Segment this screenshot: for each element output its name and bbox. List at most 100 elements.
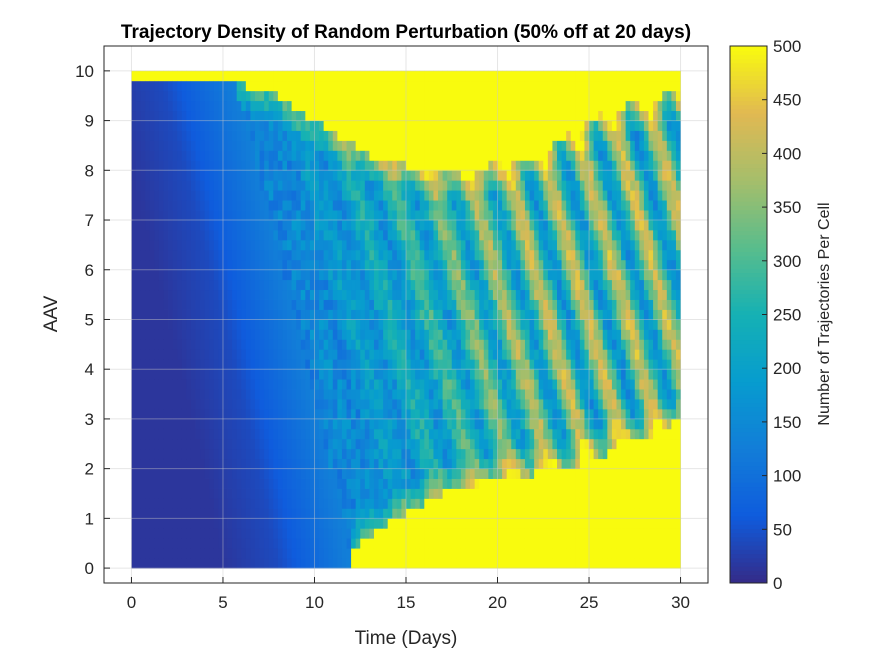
heatmap-cell [465, 399, 471, 410]
heatmap-cell [364, 249, 370, 261]
heatmap-cell [204, 359, 210, 370]
heatmap-cell [264, 220, 270, 231]
heatmap-cell [392, 180, 398, 191]
heatmap-cell [323, 349, 329, 360]
heatmap-cell [483, 399, 489, 410]
heatmap-cell [479, 80, 485, 92]
heatmap-cell [456, 80, 462, 92]
heatmap-cell [158, 428, 164, 440]
heatmap-cell [579, 200, 585, 211]
heatmap-cell [154, 399, 160, 410]
heatmap-cell [314, 369, 320, 380]
heatmap-cell [300, 130, 306, 141]
heatmap-cell [149, 548, 155, 559]
heatmap-cell [309, 110, 315, 121]
heatmap-cell [168, 339, 174, 350]
heatmap-cell [383, 200, 389, 211]
heatmap-cell [314, 140, 320, 151]
heatmap-cell [392, 538, 398, 549]
heatmap-cell [209, 160, 215, 171]
heatmap-cell [309, 359, 315, 370]
heatmap-cell [474, 369, 480, 380]
heatmap-cell [305, 359, 311, 370]
heatmap-cell [232, 90, 238, 102]
heatmap-cell [396, 150, 402, 161]
heatmap-cell [332, 498, 338, 509]
heatmap-cell [341, 80, 347, 92]
heatmap-cell [506, 210, 512, 221]
heatmap-cell [497, 538, 503, 549]
heatmap-cell [396, 379, 402, 390]
heatmap-cell [186, 150, 192, 161]
heatmap-cell [460, 100, 466, 112]
heatmap-cell [515, 329, 521, 340]
heatmap-cell [497, 140, 503, 151]
heatmap-cell [584, 299, 590, 310]
heatmap-cell [222, 339, 228, 350]
heatmap-cell [442, 150, 448, 161]
heatmap-cell [323, 259, 329, 271]
heatmap-cell [474, 299, 480, 310]
heatmap-cell [351, 478, 357, 489]
heatmap-cell [341, 70, 347, 82]
heatmap-cell [360, 140, 366, 151]
heatmap-cell [291, 498, 297, 509]
heatmap-cell [538, 478, 544, 489]
heatmap-cell [204, 170, 210, 181]
heatmap-cell [419, 349, 425, 360]
heatmap-cell [479, 220, 485, 231]
heatmap-cell [158, 90, 164, 102]
heatmap-cell [415, 150, 421, 161]
heatmap-cell [273, 170, 279, 181]
heatmap-cell [291, 349, 297, 360]
heatmap-cell [305, 120, 311, 131]
heatmap-cell [250, 379, 256, 390]
heatmap-cell [547, 399, 553, 410]
heatmap-cell [520, 359, 526, 370]
heatmap-cell [131, 448, 137, 460]
heatmap-cell [168, 229, 174, 241]
heatmap-cell [524, 428, 530, 440]
heatmap-cell [181, 329, 187, 340]
heatmap-cell [323, 70, 329, 82]
heatmap-cell [287, 70, 293, 82]
heatmap-cell [282, 289, 288, 300]
heatmap-cell [195, 70, 201, 82]
heatmap-cell [474, 548, 480, 559]
heatmap-cell [474, 428, 480, 440]
heatmap-cell [584, 538, 590, 549]
heatmap-cell [163, 180, 169, 191]
heatmap-cell [241, 418, 247, 430]
heatmap-cell [264, 408, 270, 420]
heatmap-cell [502, 329, 508, 340]
heatmap-cell [561, 190, 567, 201]
heatmap-cell [470, 458, 476, 470]
heatmap-cell [529, 518, 535, 529]
heatmap-cell [428, 200, 434, 211]
heatmap-cell [195, 259, 201, 271]
heatmap-cell [200, 100, 206, 112]
heatmap-cell [483, 210, 489, 221]
heatmap-cell [305, 408, 311, 420]
heatmap-cell [529, 90, 535, 102]
heatmap-cell [309, 190, 315, 201]
heatmap-cell [145, 528, 151, 539]
heatmap-cell [337, 319, 343, 330]
heatmap-cell [204, 508, 210, 519]
heatmap-cell [579, 90, 585, 102]
heatmap-cell [570, 200, 576, 211]
heatmap-cell [332, 359, 338, 370]
heatmap-cell [213, 498, 219, 509]
heatmap-cell [268, 249, 274, 261]
heatmap-cell [236, 170, 242, 181]
heatmap-cell [488, 249, 494, 261]
heatmap-cell [309, 528, 315, 539]
heatmap-cell [428, 528, 434, 539]
heatmap-cell [460, 518, 466, 529]
heatmap-cell [186, 170, 192, 181]
heatmap-cell [204, 140, 210, 151]
heatmap-cell [557, 518, 562, 529]
heatmap-cell [158, 120, 164, 131]
heatmap-cell [433, 200, 439, 211]
heatmap-cell [136, 150, 142, 161]
